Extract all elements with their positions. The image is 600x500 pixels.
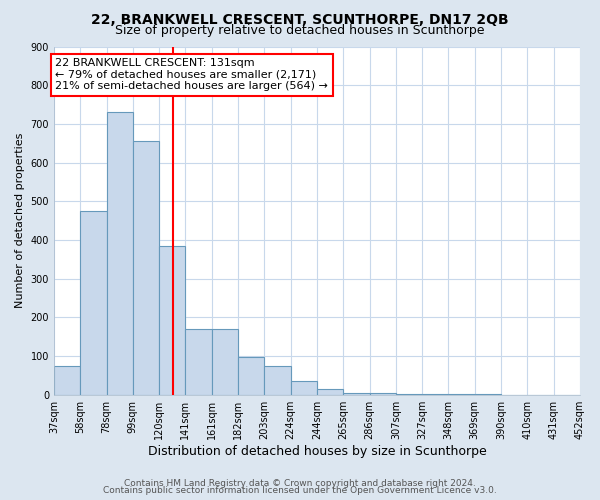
Bar: [265, 366, 290, 394]
Bar: [133, 142, 159, 394]
Bar: [185, 329, 212, 394]
X-axis label: Distribution of detached houses by size in Scunthorpe: Distribution of detached houses by size …: [148, 444, 487, 458]
Bar: [238, 357, 265, 395]
Bar: [80, 211, 107, 394]
Bar: [370, 393, 396, 394]
Text: 22, BRANKWELL CRESCENT, SCUNTHORPE, DN17 2QB: 22, BRANKWELL CRESCENT, SCUNTHORPE, DN17…: [91, 12, 509, 26]
Text: Contains HM Land Registry data © Crown copyright and database right 2024.: Contains HM Land Registry data © Crown c…: [124, 478, 476, 488]
Bar: [212, 329, 238, 394]
Bar: [54, 366, 80, 394]
Bar: [290, 381, 317, 394]
Y-axis label: Number of detached properties: Number of detached properties: [15, 133, 25, 308]
Bar: [159, 246, 185, 394]
Text: Size of property relative to detached houses in Scunthorpe: Size of property relative to detached ho…: [115, 24, 485, 37]
Bar: [317, 389, 343, 394]
Bar: [343, 393, 370, 394]
Bar: [107, 112, 133, 394]
Text: 22 BRANKWELL CRESCENT: 131sqm
← 79% of detached houses are smaller (2,171)
21% o: 22 BRANKWELL CRESCENT: 131sqm ← 79% of d…: [55, 58, 328, 92]
Text: Contains public sector information licensed under the Open Government Licence v3: Contains public sector information licen…: [103, 486, 497, 495]
